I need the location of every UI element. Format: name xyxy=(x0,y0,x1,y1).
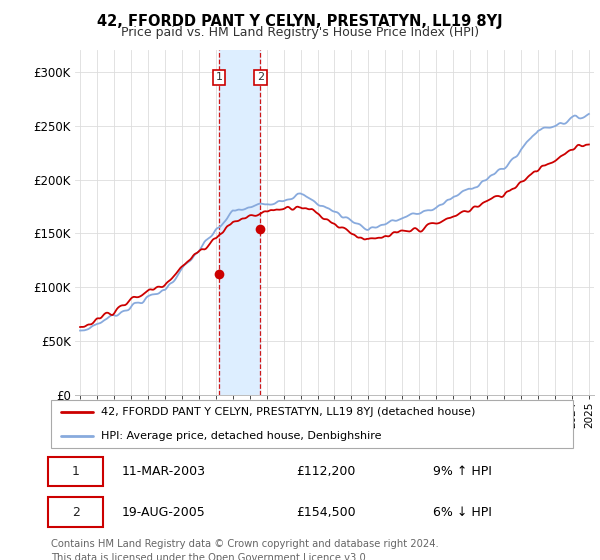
Bar xyxy=(219,50,260,395)
Text: 42, FFORDD PANT Y CELYN, PRESTATYN, LL19 8YJ (detached house): 42, FFORDD PANT Y CELYN, PRESTATYN, LL19… xyxy=(101,407,475,417)
FancyBboxPatch shape xyxy=(48,457,103,486)
Text: £112,200: £112,200 xyxy=(296,465,356,478)
Text: £154,500: £154,500 xyxy=(296,506,356,519)
Text: 1: 1 xyxy=(215,72,223,82)
Text: 9% ↑ HPI: 9% ↑ HPI xyxy=(433,465,493,478)
Text: 1: 1 xyxy=(72,465,80,478)
Text: 42, FFORDD PANT Y CELYN, PRESTATYN, LL19 8YJ: 42, FFORDD PANT Y CELYN, PRESTATYN, LL19… xyxy=(97,14,503,29)
Text: 2: 2 xyxy=(257,72,264,82)
Text: Contains HM Land Registry data © Crown copyright and database right 2024.
This d: Contains HM Land Registry data © Crown c… xyxy=(51,539,439,560)
Text: 19-AUG-2005: 19-AUG-2005 xyxy=(122,506,206,519)
FancyBboxPatch shape xyxy=(50,400,574,448)
Text: Price paid vs. HM Land Registry's House Price Index (HPI): Price paid vs. HM Land Registry's House … xyxy=(121,26,479,39)
FancyBboxPatch shape xyxy=(48,497,103,526)
Text: 11-MAR-2003: 11-MAR-2003 xyxy=(122,465,206,478)
Text: 2: 2 xyxy=(72,506,80,519)
Text: HPI: Average price, detached house, Denbighshire: HPI: Average price, detached house, Denb… xyxy=(101,431,382,441)
Text: 6% ↓ HPI: 6% ↓ HPI xyxy=(433,506,493,519)
